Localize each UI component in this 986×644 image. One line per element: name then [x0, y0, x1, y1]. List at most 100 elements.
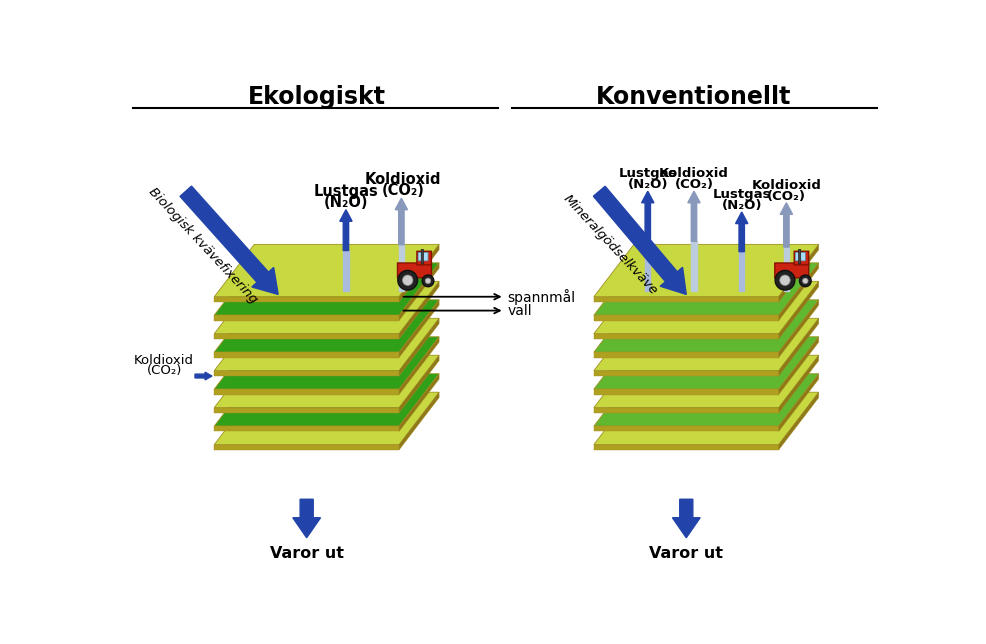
FancyArrow shape	[645, 242, 651, 291]
Text: Ekologiskt: Ekologiskt	[247, 85, 386, 109]
Polygon shape	[214, 263, 439, 315]
Text: Lustgas: Lustgas	[713, 188, 771, 201]
Polygon shape	[594, 389, 779, 395]
FancyArrow shape	[740, 252, 744, 291]
Polygon shape	[399, 337, 439, 395]
Polygon shape	[779, 337, 818, 395]
FancyBboxPatch shape	[421, 249, 423, 264]
Polygon shape	[214, 444, 399, 450]
FancyArrow shape	[340, 210, 352, 251]
Polygon shape	[399, 318, 439, 376]
Text: (N₂O): (N₂O)	[627, 178, 669, 191]
Polygon shape	[594, 263, 818, 315]
Polygon shape	[399, 300, 439, 357]
Text: Varor ut: Varor ut	[269, 545, 344, 561]
Polygon shape	[779, 263, 818, 321]
Polygon shape	[779, 355, 818, 413]
Polygon shape	[214, 318, 439, 371]
Polygon shape	[214, 389, 399, 395]
Polygon shape	[594, 300, 818, 352]
FancyArrow shape	[195, 372, 212, 380]
Text: Lustgas: Lustgas	[314, 184, 379, 199]
Polygon shape	[594, 371, 779, 376]
FancyArrow shape	[293, 499, 320, 538]
Polygon shape	[214, 300, 439, 352]
Polygon shape	[214, 244, 439, 297]
Polygon shape	[214, 355, 439, 408]
Polygon shape	[779, 300, 818, 357]
FancyArrow shape	[594, 186, 686, 294]
Polygon shape	[214, 281, 439, 334]
FancyArrow shape	[395, 198, 407, 245]
Polygon shape	[594, 334, 779, 339]
Polygon shape	[214, 371, 399, 376]
Text: Varor ut: Varor ut	[649, 545, 724, 561]
Text: (CO₂): (CO₂)	[767, 190, 806, 203]
Text: Biologisk kvävefixering: Biologisk kvävefixering	[146, 185, 259, 305]
Polygon shape	[214, 315, 399, 321]
FancyArrow shape	[343, 251, 349, 291]
FancyArrow shape	[180, 186, 278, 294]
Circle shape	[775, 270, 795, 290]
Polygon shape	[214, 374, 439, 426]
Polygon shape	[594, 318, 818, 371]
Circle shape	[397, 270, 417, 290]
FancyBboxPatch shape	[418, 252, 428, 261]
Polygon shape	[594, 337, 818, 389]
Polygon shape	[214, 408, 399, 413]
Text: (CO₂): (CO₂)	[382, 183, 424, 198]
Polygon shape	[594, 352, 779, 357]
Polygon shape	[399, 281, 439, 339]
Circle shape	[425, 278, 431, 283]
Polygon shape	[399, 244, 439, 302]
Polygon shape	[594, 315, 779, 321]
FancyArrow shape	[672, 499, 700, 538]
Circle shape	[422, 275, 434, 287]
FancyArrow shape	[398, 245, 404, 291]
Polygon shape	[399, 355, 439, 413]
Text: (N₂O): (N₂O)	[722, 199, 762, 212]
Polygon shape	[594, 426, 779, 431]
Polygon shape	[214, 297, 399, 302]
FancyArrow shape	[642, 191, 654, 242]
Polygon shape	[779, 318, 818, 376]
Text: Koldioxid: Koldioxid	[134, 354, 194, 367]
FancyBboxPatch shape	[799, 249, 801, 264]
Text: Lustgas: Lustgas	[618, 167, 677, 180]
Text: (CO₂): (CO₂)	[674, 178, 714, 191]
FancyArrow shape	[784, 247, 789, 291]
Polygon shape	[594, 392, 818, 444]
Polygon shape	[594, 355, 818, 408]
Text: spannmål: spannmål	[508, 289, 576, 305]
FancyBboxPatch shape	[417, 251, 432, 265]
Text: Koldioxid: Koldioxid	[659, 167, 729, 180]
Polygon shape	[399, 263, 439, 321]
Polygon shape	[214, 392, 439, 444]
FancyArrow shape	[688, 191, 700, 242]
FancyBboxPatch shape	[794, 251, 809, 265]
Polygon shape	[594, 281, 818, 334]
Polygon shape	[779, 244, 818, 302]
Text: (N₂O): (N₂O)	[323, 194, 368, 210]
FancyArrow shape	[736, 212, 747, 252]
Circle shape	[402, 275, 413, 285]
Polygon shape	[779, 281, 818, 339]
Polygon shape	[594, 374, 818, 426]
Text: (CO₂): (CO₂)	[147, 364, 181, 377]
Polygon shape	[214, 352, 399, 357]
Text: Konventionellt: Konventionellt	[597, 85, 792, 109]
Polygon shape	[214, 334, 399, 339]
Circle shape	[800, 275, 811, 287]
Polygon shape	[399, 374, 439, 431]
Polygon shape	[594, 408, 779, 413]
Text: Koldioxid: Koldioxid	[751, 179, 821, 192]
Text: vall: vall	[508, 303, 532, 317]
Text: Mineralgödselkväve: Mineralgödselkväve	[561, 193, 661, 298]
FancyBboxPatch shape	[397, 263, 432, 278]
Circle shape	[803, 278, 809, 283]
Circle shape	[780, 275, 790, 285]
FancyArrow shape	[691, 242, 697, 291]
Polygon shape	[779, 374, 818, 431]
Polygon shape	[594, 244, 818, 297]
Text: Koldioxid: Koldioxid	[365, 173, 441, 187]
